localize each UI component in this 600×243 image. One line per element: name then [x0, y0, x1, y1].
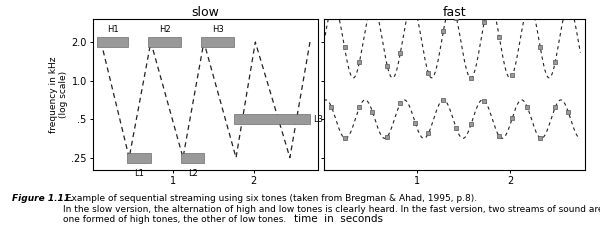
- Text: Figure 1.11.: Figure 1.11.: [12, 194, 73, 203]
- Text: L3: L3: [313, 115, 323, 124]
- Bar: [127, 153, 151, 163]
- Bar: [181, 153, 204, 163]
- Text: L1: L1: [134, 169, 144, 178]
- Bar: [148, 37, 181, 47]
- Text: L2: L2: [188, 169, 197, 178]
- Bar: [200, 37, 235, 47]
- Text: H1: H1: [107, 26, 119, 35]
- Bar: [97, 37, 128, 47]
- Text: H2: H2: [159, 26, 170, 35]
- Bar: [235, 114, 310, 124]
- Text: H3: H3: [212, 26, 223, 35]
- Text: Example of sequential streaming using six tones (taken from Bregman & Ahad, 1995: Example of sequential streaming using si…: [63, 194, 600, 224]
- Y-axis label: frequency in kHz
(log scale): frequency in kHz (log scale): [49, 57, 68, 133]
- Title: fast: fast: [443, 7, 466, 19]
- Title: slow: slow: [191, 7, 220, 19]
- Text: time  in  seconds: time in seconds: [295, 214, 383, 224]
